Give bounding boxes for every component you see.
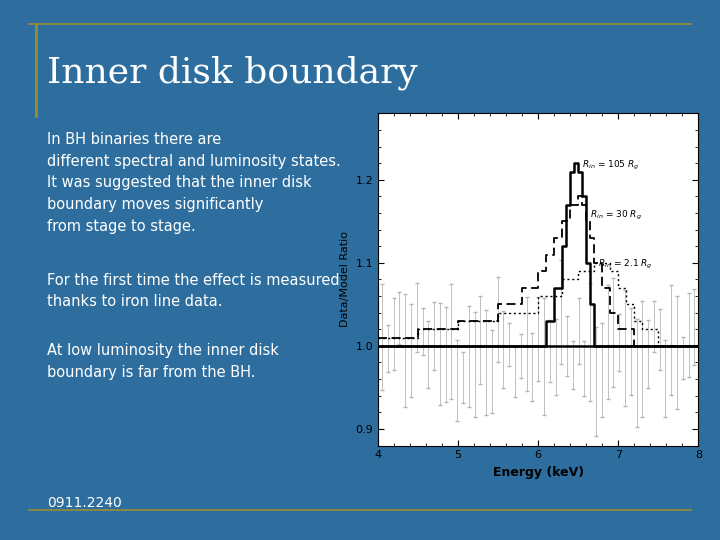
Text: For the first time the effect is measured
thanks to iron line data.: For the first time the effect is measure… xyxy=(47,273,339,309)
Text: $R_{in}$ = 30 $R_g$: $R_{in}$ = 30 $R_g$ xyxy=(590,208,642,222)
Text: $R_{in}$ = 105 $R_g$: $R_{in}$ = 105 $R_g$ xyxy=(582,159,640,172)
Text: At low luminosity the inner disk
boundary is far from the BH.: At low luminosity the inner disk boundar… xyxy=(47,343,279,380)
Text: 0911.2240: 0911.2240 xyxy=(47,496,122,510)
Text: $R_{in}$ = 2.1 $R_g$: $R_{in}$ = 2.1 $R_g$ xyxy=(598,259,653,272)
Text: In BH binaries there are
different spectral and luminosity states.
It was sugges: In BH binaries there are different spect… xyxy=(47,132,341,234)
Text: Inner disk boundary: Inner disk boundary xyxy=(47,56,418,90)
X-axis label: Energy (keV): Energy (keV) xyxy=(492,466,584,479)
Y-axis label: Data/Model Ratio: Data/Model Ratio xyxy=(340,232,350,327)
